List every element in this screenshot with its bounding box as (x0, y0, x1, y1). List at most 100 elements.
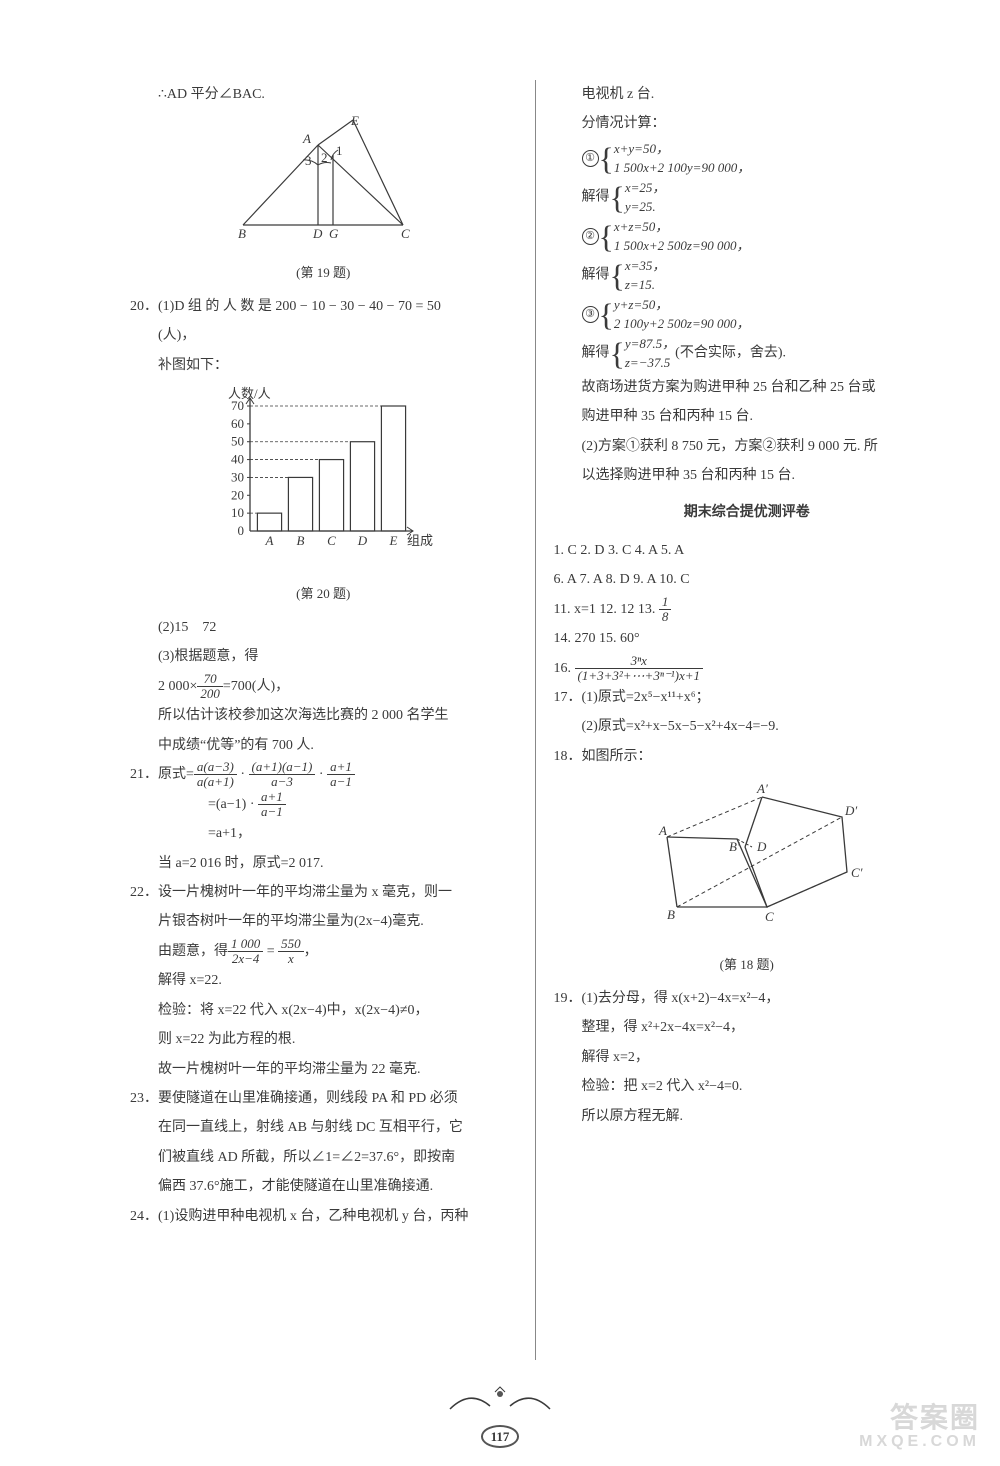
fig19-caption: (第 19 题) (130, 259, 517, 286)
line: 在同一直线上，射线 AB 与射线 DC 互相平行，它 (130, 1113, 517, 1142)
line: 偏西 37.6°施工，才能使隧道在山里准确接通. (130, 1172, 517, 1201)
s1b: y=25. (625, 199, 656, 214)
answers-line: 17．(1)原式=2x⁵−x¹¹+x⁶； (554, 683, 941, 712)
n: a(a−3) (194, 760, 237, 775)
line: 中成绩“优等”的有 700 人. (130, 731, 517, 760)
c1a: x+y=50， (614, 141, 669, 156)
line: 检验：将 x=22 代入 x(2x−4)中，x(2x−4)≠0， (130, 996, 517, 1025)
line: 购进甲种 35 台和丙种 15 台. (554, 402, 941, 431)
fig20-caption: (第 20 题) (130, 580, 517, 607)
line: ∴AD 平分∠BAC. (130, 80, 517, 109)
svg-text:A′: A′ (756, 781, 768, 796)
n: (a+1)(a−1) (249, 760, 316, 775)
line: 24．(1)设购进甲种电视机 x 台，乙种电视机 y 台，丙种 (130, 1202, 517, 1231)
line: 故商场进货方案为购进甲种 25 台和乙种 25 台或 (554, 373, 941, 402)
svg-text:G: G (329, 226, 339, 241)
d: a−3 (249, 775, 316, 789)
n: 550 (278, 937, 304, 952)
line: 19．(1)去分母，得 x(x+2)−4x=x²−4， (554, 984, 941, 1013)
d: x (278, 952, 304, 966)
sol1: 解得{x=25，y=25. (554, 178, 941, 217)
answers-line: 11. x=1 12. 12 13. 18 (554, 595, 941, 625)
answers-line: 1. C 2. D 3. C 4. A 5. A (554, 536, 941, 565)
answers-line: 14. 270 15. 60° (554, 624, 941, 653)
sol3: 解得{y=87.5，z=−37.5(不合实际，舍去). (554, 334, 941, 373)
svg-text:20: 20 (231, 488, 244, 503)
q20-2: (2)15 72 (130, 613, 517, 642)
svg-text:B: B (238, 226, 246, 241)
text: 由题意，得 (158, 944, 228, 959)
s3b: z=−37.5 (625, 355, 670, 370)
c1b: 1 500x+2 100y=90 000， (614, 160, 750, 175)
text: =(a−1) · (208, 797, 258, 812)
q21-line1: 21．原式=a(a−3)a(a+1) · (a+1)(a−1)a−3 · a+1… (130, 760, 517, 790)
svg-text:2: 2 (321, 150, 328, 165)
c3a: y+z=50， (614, 297, 668, 312)
svg-text:50: 50 (231, 434, 244, 449)
case3: ③{y+z=50，2 100y+2 500z=90 000， (554, 295, 941, 334)
svg-text:40: 40 (231, 452, 244, 467)
figure-19: B D G C A E 1 2 3 (第 19 题) (130, 115, 517, 286)
svg-text:B: B (297, 533, 305, 548)
q21-line2: =(a−1) · a+1a−1 (130, 790, 517, 820)
s1a: x=25， (625, 180, 666, 195)
figure-18: A B C D A′ B′ C′ D′ (第 18 题) (554, 777, 941, 978)
n: 1 (659, 595, 672, 610)
svg-text:10: 10 (231, 505, 244, 520)
answers-line: 18．如图所示： (554, 742, 941, 771)
line: (2)方案①获利 8 750 元，方案②获利 9 000 元. 所 (554, 432, 941, 461)
s3c: (不合实际，舍去). (675, 346, 786, 361)
line: 电视机 z 台. (554, 80, 941, 109)
watermark-bottom: MXQE.COM (859, 1433, 980, 1451)
svg-text:A: A (265, 533, 274, 548)
numer: 70 (197, 672, 223, 687)
line: 则 x=22 为此方程的根. (130, 1025, 517, 1054)
svg-text:C: C (401, 226, 410, 241)
q20-3b: 2 000×70200=700(人)， (130, 672, 517, 702)
svg-text:60: 60 (231, 416, 244, 431)
d: a(a+1) (194, 775, 237, 789)
text: ， (304, 944, 318, 959)
c3b: 2 100y+2 500z=90 000， (614, 316, 750, 331)
line: 们被直线 AD 所截，所以∠1=∠2=37.6°，即按南 (130, 1143, 517, 1172)
text: =700(人)， (223, 679, 289, 694)
text: = (263, 944, 278, 959)
line: 解得 x=2， (554, 1043, 941, 1072)
line: 解得 x=22. (130, 966, 517, 995)
svg-text:B′: B′ (729, 839, 740, 854)
svg-text:B: B (667, 907, 675, 922)
t: 解得 (582, 190, 610, 205)
line: 片银杏树叶一年的平均滞尘量为(2x−4)毫克. (130, 907, 517, 936)
c2b: 1 500x+2 500z=90 000， (614, 238, 750, 253)
svg-text:D′: D′ (844, 803, 857, 818)
svg-text:E: E (389, 533, 398, 548)
answers-line: 6. A 7. A 8. D 9. A 10. C (554, 565, 941, 594)
circ1: ① (582, 150, 599, 167)
svg-text:C: C (327, 533, 336, 548)
d: 8 (659, 610, 672, 624)
line: 22．设一片槐树叶一年的平均滞尘量为 x 毫克，则一 (130, 878, 517, 907)
svg-text:30: 30 (231, 470, 244, 485)
t: 解得 (582, 346, 610, 361)
q22c: 由题意，得1 0002x−4 = 550x， (130, 937, 517, 967)
svg-text:A: A (658, 823, 667, 838)
line: 所以估计该校参加这次海选比赛的 2 000 名学生 (130, 701, 517, 730)
t: 16. (554, 661, 575, 676)
svg-text:E: E (350, 115, 359, 128)
answers-line: (2)原式=x²+x−5x−5−x²+4x−4=−9. (554, 712, 941, 741)
line: (人)， (130, 321, 517, 350)
svg-text:人数/人: 人数/人 (228, 386, 271, 401)
line: =a+1， (130, 819, 517, 848)
svg-text:0: 0 (238, 523, 245, 538)
svg-text:C′: C′ (851, 865, 863, 880)
n: 1 000 (228, 937, 263, 952)
case2: ②{x+z=50，1 500x+2 500z=90 000， (554, 217, 941, 256)
svg-text:组成: 组成 (407, 533, 433, 548)
page-number: 117 (481, 1425, 520, 1448)
sol2: 解得{x=35，z=15. (554, 256, 941, 295)
line: 故一片槐树叶一年的平均滞尘量为 22 毫克. (130, 1055, 517, 1084)
svg-text:C: C (765, 909, 774, 924)
line: 补图如下： (130, 351, 517, 380)
t: 11. x=1 12. 12 13. (554, 602, 659, 617)
case1: ①{x+y=50，1 500x+2 100y=90 000， (554, 139, 941, 178)
